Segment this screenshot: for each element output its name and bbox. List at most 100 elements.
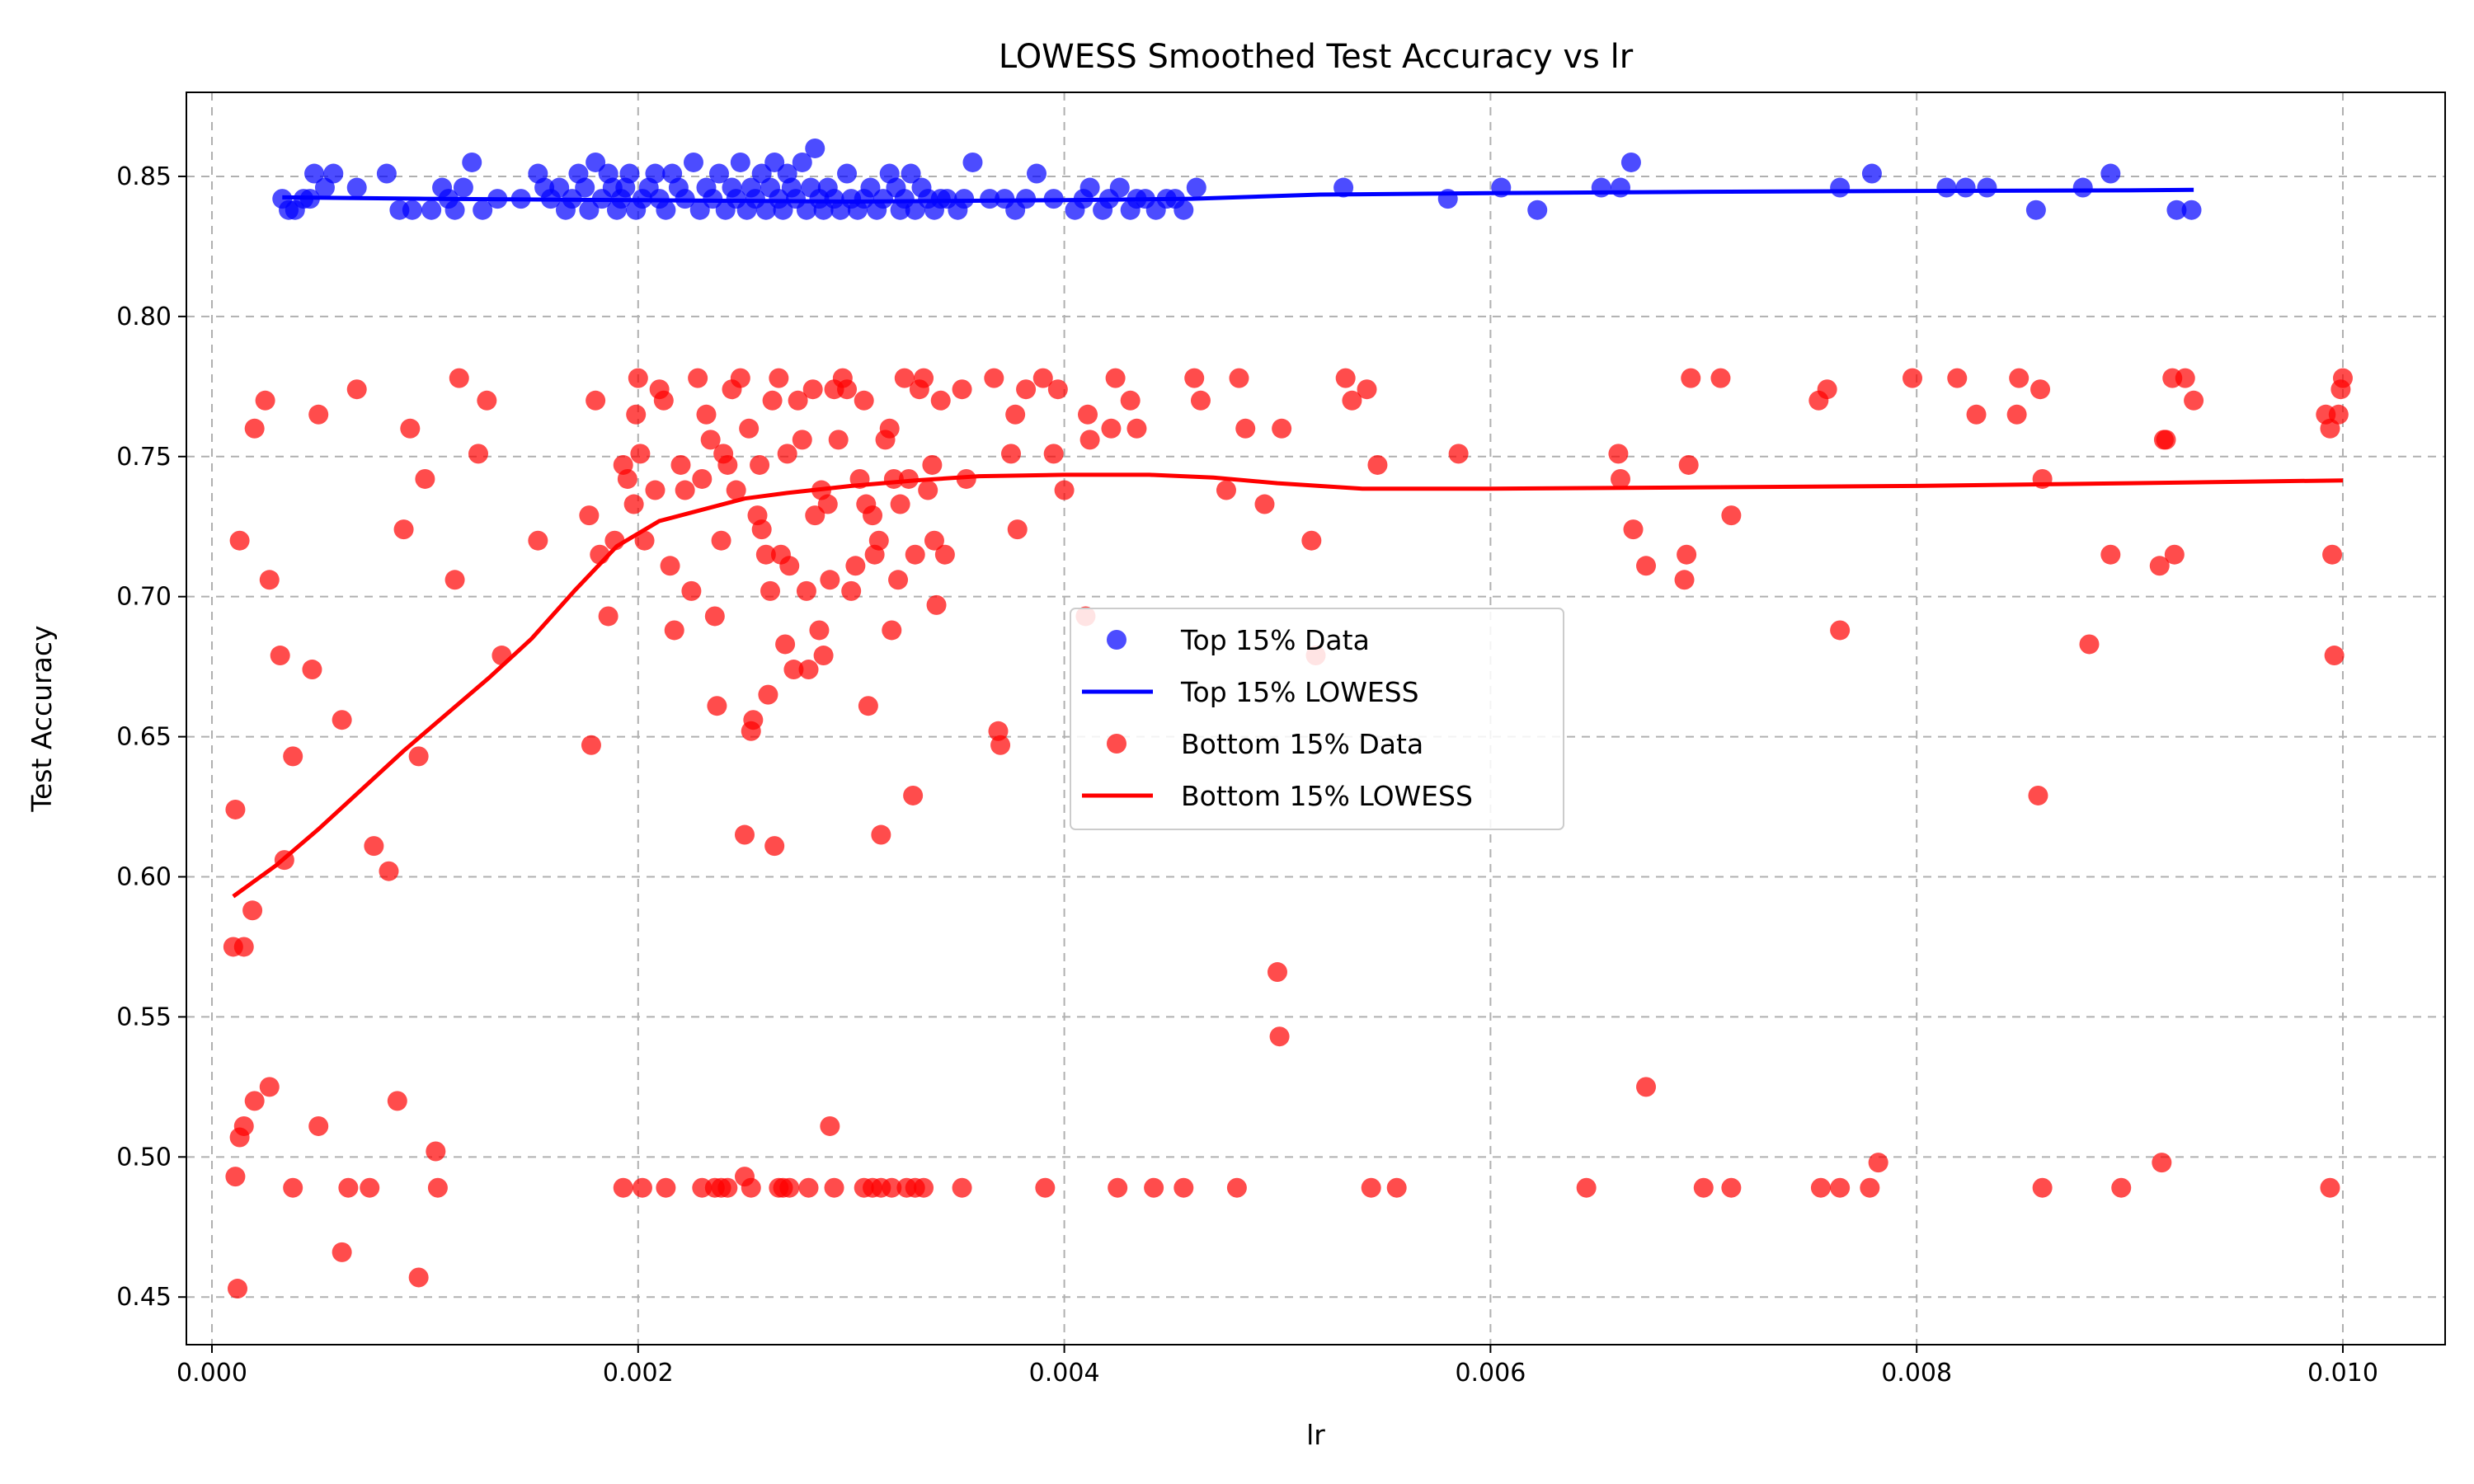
- data-point: [868, 530, 889, 551]
- data-point: [779, 1177, 800, 1198]
- data-point: [2332, 368, 2353, 388]
- y-tick-label: 0.60: [116, 862, 172, 891]
- data-point: [730, 368, 750, 388]
- data-point: [2072, 177, 2093, 198]
- data-point: [926, 594, 947, 615]
- data-point: [632, 1177, 652, 1198]
- data-point: [914, 1177, 934, 1198]
- data-point: [683, 152, 703, 172]
- data-point: [901, 163, 921, 184]
- data-point: [879, 418, 900, 439]
- data-point: [656, 1177, 676, 1198]
- series-bottom-15-data: [223, 368, 2353, 1299]
- legend-marker: [1107, 630, 1126, 650]
- data-point: [623, 494, 644, 514]
- data-point: [1229, 368, 1249, 388]
- data-point: [528, 530, 548, 551]
- data-point: [1016, 379, 1037, 400]
- data-point: [890, 494, 910, 514]
- y-tick-label: 0.50: [116, 1143, 172, 1172]
- data-point: [837, 163, 858, 184]
- data-point: [802, 379, 823, 400]
- data-point: [575, 177, 595, 198]
- data-point: [1078, 404, 1098, 425]
- data-point: [473, 200, 493, 220]
- data-point: [858, 696, 878, 716]
- data-point: [2175, 368, 2195, 388]
- data-point: [228, 1279, 248, 1299]
- data-point: [1861, 163, 1882, 184]
- data-point: [628, 368, 648, 388]
- data-point: [379, 861, 399, 881]
- data-point: [2320, 1177, 2340, 1198]
- data-point: [894, 368, 915, 388]
- data-point: [613, 1177, 633, 1198]
- data-point: [704, 606, 725, 627]
- data-point: [634, 530, 655, 551]
- data-point: [360, 1177, 380, 1198]
- ticks: 0.000 0.002 0.004 0.006 0.008 0.010 0.45 0.50 0.…: [116, 162, 2378, 1388]
- data-point: [882, 1177, 902, 1198]
- data-point: [764, 836, 785, 857]
- data-point: [739, 418, 760, 439]
- data-point: [1267, 962, 1287, 983]
- data-point: [400, 418, 421, 439]
- data-point: [764, 152, 785, 172]
- data-point: [586, 152, 606, 172]
- data-point: [755, 200, 776, 220]
- data-point: [346, 177, 367, 198]
- data-point: [1184, 368, 1205, 388]
- data-point: [259, 1077, 280, 1097]
- data-point: [1101, 418, 1122, 439]
- data-point: [730, 152, 750, 172]
- data-point: [1693, 1177, 1714, 1198]
- data-point: [952, 379, 972, 400]
- data-point: [1681, 368, 1701, 388]
- data-point: [726, 480, 746, 500]
- data-point: [449, 368, 469, 388]
- data-point: [841, 580, 862, 601]
- data-point: [1361, 1177, 1381, 1198]
- data-point: [233, 1115, 254, 1136]
- data-point: [619, 163, 640, 184]
- series-bottom-15-lowess: [232, 472, 2344, 899]
- data-point: [962, 152, 983, 172]
- legend-marker: [1107, 734, 1126, 754]
- data-point: [1810, 1177, 1831, 1198]
- data-point: [2006, 404, 2027, 425]
- data-point: [762, 390, 783, 411]
- y-tick-label: 0.80: [116, 303, 172, 331]
- data-point: [1272, 418, 1292, 439]
- data-point: [477, 390, 497, 411]
- data-point: [688, 368, 708, 388]
- data-point: [798, 1177, 819, 1198]
- data-point: [1903, 368, 1923, 388]
- data-point: [598, 606, 618, 627]
- data-point: [393, 519, 414, 540]
- data-point: [689, 200, 710, 220]
- data-point: [1043, 444, 1064, 464]
- data-point: [1216, 480, 1236, 500]
- data-point: [777, 444, 797, 464]
- y-tick-label: 0.65: [116, 723, 172, 752]
- data-point: [387, 1091, 407, 1111]
- data-point: [809, 620, 830, 641]
- data-point: [775, 634, 796, 655]
- data-point: [338, 1177, 359, 1198]
- data-point: [743, 710, 764, 730]
- x-tick-label: 0.000: [176, 1359, 247, 1388]
- data-point: [734, 824, 755, 845]
- x-tick-label: 0.004: [1029, 1359, 1100, 1388]
- data-point: [1226, 1177, 1247, 1198]
- data-point: [863, 505, 883, 526]
- data-point: [1636, 556, 1657, 576]
- x-axis-label: lr: [1306, 1419, 1325, 1451]
- data-point: [408, 746, 429, 767]
- legend-label: Top 15% LOWESS: [1180, 676, 1419, 708]
- data-point: [244, 1091, 265, 1111]
- data-point: [1054, 480, 1075, 500]
- data-point: [707, 696, 727, 716]
- data-point: [990, 735, 1011, 755]
- x-tick-label: 0.008: [1881, 1359, 1952, 1388]
- data-point: [1620, 152, 1641, 172]
